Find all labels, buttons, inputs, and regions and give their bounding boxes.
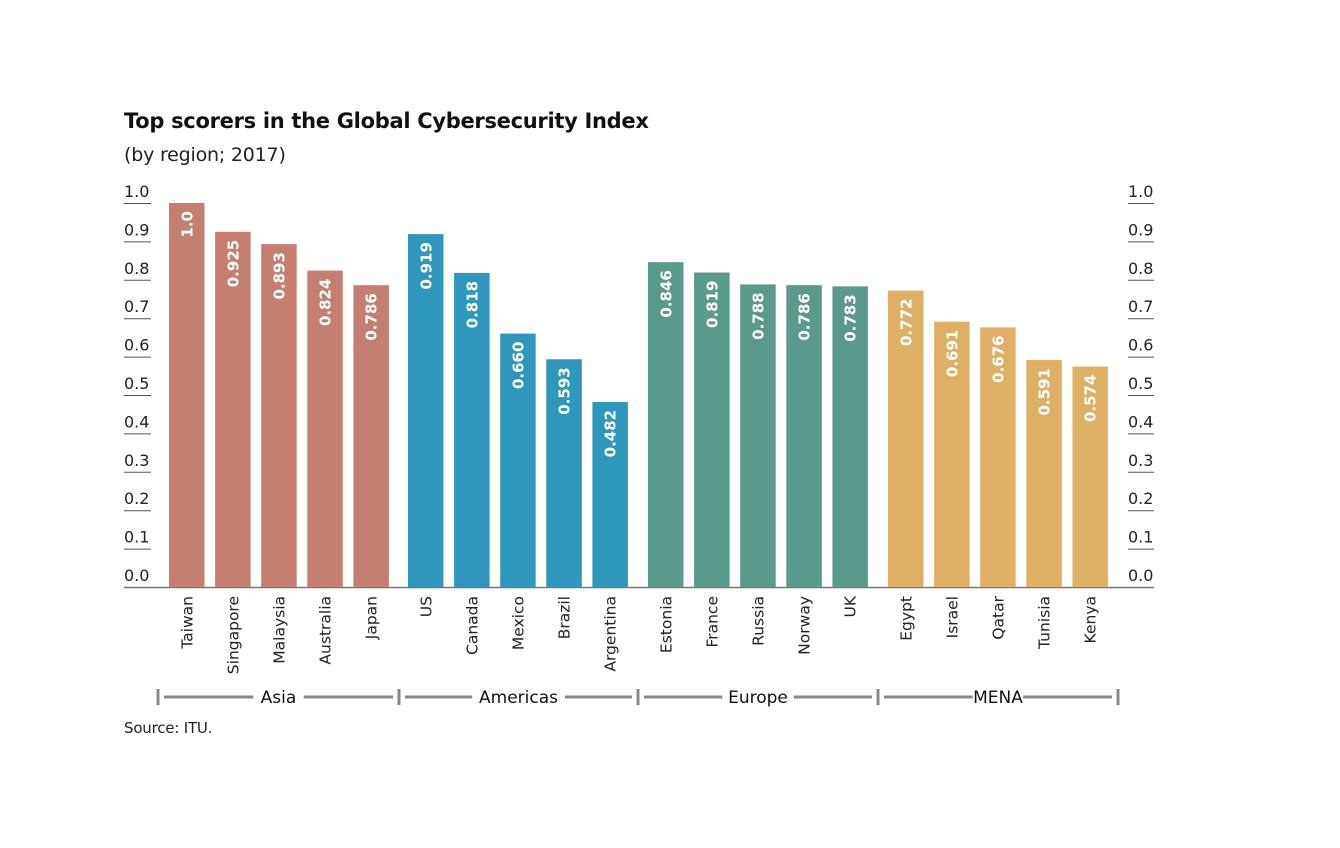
y-tick-label-left: 0.1 bbox=[124, 528, 149, 547]
y-tick-label-left: 0.3 bbox=[124, 451, 149, 470]
bar-value-label: 0.786 bbox=[363, 293, 381, 340]
bar-value-label: 0.818 bbox=[463, 281, 481, 328]
y-tick-label-right: 0.8 bbox=[1128, 259, 1153, 278]
bar bbox=[169, 203, 205, 587]
bar bbox=[832, 286, 868, 587]
bar bbox=[592, 401, 628, 587]
y-axis-left: 0.0 0.1 0.2 0.3 0.4 0.5 0.6 0.7 0.8 0.9 1.0 bbox=[124, 182, 151, 585]
y-tick-label-left: 0.9 bbox=[124, 220, 149, 239]
category-label: Mexico bbox=[509, 596, 527, 650]
bar bbox=[1026, 360, 1062, 587]
bar-value-label: 0.783 bbox=[842, 294, 860, 341]
bar-value-label: 0.788 bbox=[749, 292, 767, 339]
bar-value-label: 0.846 bbox=[657, 270, 675, 317]
bar bbox=[694, 272, 730, 587]
bar bbox=[740, 284, 776, 587]
category-label: Japan bbox=[363, 596, 381, 640]
category-label: Singapore bbox=[224, 596, 242, 674]
bar-value-label: 0.482 bbox=[602, 410, 620, 457]
y-tick-label-right: 0.3 bbox=[1128, 451, 1153, 470]
y-tick-label-left: 0.7 bbox=[124, 297, 149, 316]
bar-value-label: 0.574 bbox=[1082, 375, 1100, 422]
category-labels: Taiwan Singapore Malaysia Australia Japan US C… bbox=[178, 595, 1099, 674]
bar-value-label: 0.925 bbox=[224, 240, 242, 287]
chart-title: Top scorers in the Global Cybersecurity … bbox=[124, 109, 649, 133]
bar bbox=[215, 231, 251, 588]
bar bbox=[648, 262, 684, 587]
bar bbox=[408, 234, 444, 587]
bar-value-label: 0.691 bbox=[943, 330, 961, 377]
bar-value-label: 0.593 bbox=[556, 367, 574, 414]
category-label: UK bbox=[842, 595, 860, 617]
y-tick-label-left: 0.0 bbox=[124, 566, 149, 585]
category-label: France bbox=[703, 596, 721, 648]
bar bbox=[353, 285, 389, 587]
category-label: Israel bbox=[943, 596, 961, 638]
bar-value-label: 0.772 bbox=[897, 299, 915, 346]
category-label: US bbox=[417, 596, 435, 617]
category-label: Taiwan bbox=[178, 596, 196, 650]
bar bbox=[500, 333, 536, 587]
bar-value-label: 0.824 bbox=[317, 279, 335, 326]
bar-value-label: 0.660 bbox=[509, 342, 527, 389]
bar bbox=[888, 290, 924, 587]
y-tick-label-right: 0.1 bbox=[1128, 528, 1153, 547]
y-tick-label-left: 0.8 bbox=[124, 259, 149, 278]
y-tick-label-right: 0.5 bbox=[1128, 374, 1153, 393]
category-label: Malaysia bbox=[270, 596, 288, 664]
bar-value-label: 0.819 bbox=[703, 281, 721, 328]
category-label: Tunisia bbox=[1036, 596, 1054, 650]
region-brackets: Asia Americas Europe MENA bbox=[156, 688, 1120, 708]
region-label: Europe bbox=[728, 688, 788, 708]
category-label: Argentina bbox=[602, 596, 620, 672]
y-tick-label-left: 0.2 bbox=[124, 489, 149, 508]
category-label: Qatar bbox=[989, 595, 1007, 639]
bar bbox=[1072, 366, 1108, 587]
region-label: MENA bbox=[973, 688, 1023, 708]
category-label: Estonia bbox=[657, 596, 675, 653]
y-axis-right: 0.0 0.1 0.2 0.3 0.4 0.5 0.6 0.7 0.8 0.9 1.0 bbox=[1128, 182, 1154, 585]
y-tick-label-right: 1.0 bbox=[1128, 182, 1153, 201]
category-label: Canada bbox=[463, 596, 481, 655]
category-label: Egypt bbox=[897, 596, 915, 641]
bar-value-label: 0.786 bbox=[796, 293, 814, 340]
bar bbox=[934, 321, 970, 587]
y-tick-label-right: 0.9 bbox=[1128, 220, 1153, 239]
bar bbox=[786, 285, 822, 587]
y-tick-label-left: 0.5 bbox=[124, 374, 149, 393]
bars: 1.0 0.925 0.893 0.824 0.786 0.919 0.818 0.660 0.… bbox=[169, 203, 1108, 588]
y-tick-label-right: 0.6 bbox=[1128, 336, 1153, 355]
y-tick-label-right: 0.0 bbox=[1128, 566, 1153, 585]
y-tick-label-left: 1.0 bbox=[124, 182, 149, 201]
category-label: Kenya bbox=[1082, 596, 1100, 643]
bar bbox=[546, 359, 582, 587]
category-label: Brazil bbox=[556, 596, 574, 639]
y-tick-label-right: 0.2 bbox=[1128, 489, 1153, 508]
chart-subtitle: (by region; 2017) bbox=[124, 144, 286, 166]
bar-value-label: 0.919 bbox=[417, 242, 435, 289]
y-tick-label-right: 0.4 bbox=[1128, 412, 1153, 431]
bar-value-label: 0.676 bbox=[989, 335, 1007, 382]
y-tick-label-right: 0.7 bbox=[1128, 297, 1153, 316]
y-tick-label-left: 0.4 bbox=[124, 412, 149, 431]
category-label: Norway bbox=[796, 596, 814, 655]
category-label: Russia bbox=[749, 596, 767, 646]
bar bbox=[307, 270, 343, 587]
bar bbox=[261, 244, 297, 587]
bar-value-label: 1.0 bbox=[178, 211, 196, 238]
bar bbox=[454, 272, 490, 587]
y-tick-label-left: 0.6 bbox=[124, 336, 149, 355]
region-label: Americas bbox=[479, 688, 558, 708]
region-label: Asia bbox=[261, 688, 297, 708]
source-note: Source: ITU. bbox=[124, 719, 213, 737]
category-label: Australia bbox=[317, 596, 335, 665]
bar-value-label: 0.893 bbox=[270, 252, 288, 299]
bar bbox=[980, 327, 1016, 587]
bar-value-label: 0.591 bbox=[1036, 368, 1054, 415]
